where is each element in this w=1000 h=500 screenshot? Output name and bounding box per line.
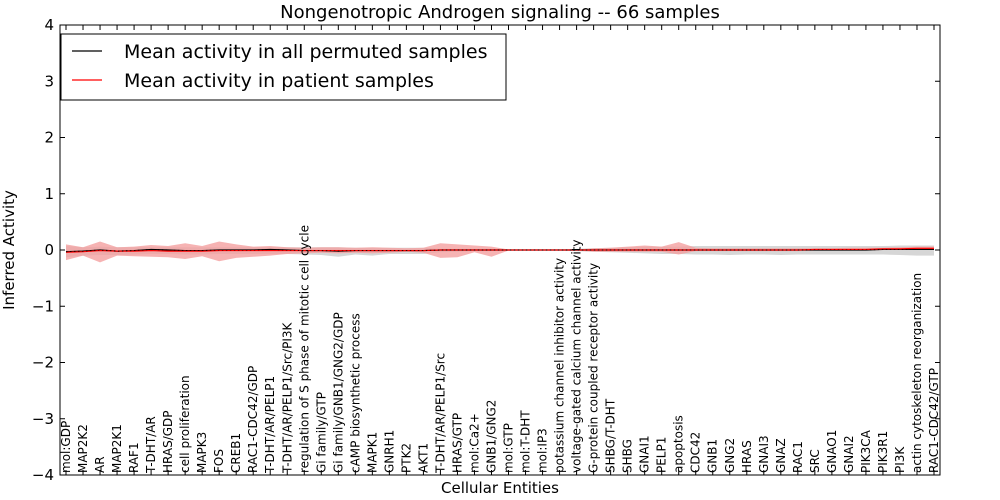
x-category-label: mol:IP3 [536,428,550,473]
x-category-label: mol:GTP [502,423,516,473]
x-category-label: actin cytoskeleton reorganization [910,273,924,473]
x-category-label: GNAZ [774,438,788,473]
x-category-label: PIK3CA [859,429,873,473]
y-tick-label: 1 [44,185,54,203]
x-category-label: PELP1 [655,437,669,473]
x-category-label: SRC [808,449,822,473]
x-category-label: PTK2 [399,443,413,473]
y-tick-label: 0 [44,241,54,259]
x-category-label: MAP2K2 [76,424,90,473]
y-tick-label: 2 [44,129,54,147]
x-category-label: Gi family/GNB1/GNG2/GDP [331,312,345,473]
legend-box [60,33,507,101]
x-category-label: potassium channel inhibitor activity [553,258,567,473]
x-axis-label: Cellular Entities [441,479,559,497]
y-tick-label: −3 [32,410,54,428]
x-category-label: GNAI3 [757,435,771,473]
x-category-label: AR [93,456,107,473]
x-category-label: RAC1-CDC42/GDP [246,366,260,473]
x-category-label: mol:GDP [59,421,73,473]
x-category-label: RAF1 [127,442,141,473]
series-lines [65,247,934,253]
y-tick-label: 4 [44,16,54,34]
x-category-label: mol:T-DHT [519,410,533,473]
x-category-label: G-protein coupled receptor activity [587,263,601,473]
x-category-label: mol:Ca2+ [467,413,481,473]
x-category-label: apoptosis [672,415,686,473]
x-category-label: voltage-gated calcium channel activity [570,239,584,473]
x-category-label: PIK3R1 [876,431,890,473]
x-category-label: Gi family/GTP [314,392,328,473]
line-permuted-dotted [65,248,934,253]
x-category-label: FOS [212,449,226,473]
confidence-bands [66,241,934,263]
x-category-label: AKT1 [416,443,430,473]
x-category-label: cAMP biosynthetic process [348,313,362,473]
x-category-label: HRAS/GDP [161,410,175,473]
x-category-label: GNB1/GNG2 [484,400,498,473]
legend-label-patient: Mean activity in patient samples [124,70,434,92]
chart-title: Nongenotropic Androgen signaling -- 66 s… [280,2,720,23]
x-category-label: T-DHT/AR/PELP1/Src/PI3K [280,321,294,474]
legend-label-permuted: Mean activity in all permuted samples [124,41,487,63]
x-category-label: CDC42 [689,432,703,473]
x-category-label: SHBG/T-DHT [604,398,618,473]
x-axis-ticks: mol:GDP MAP2K2 AR MAP2K1 RAF1 T-DHT/AR HRAS/GD… [59,25,941,475]
x-category-label: GNB1 [706,439,720,473]
x-category-label: MAP2K1 [110,424,124,473]
x-category-label: CREB1 [229,433,243,473]
x-category-label: GNAI1 [638,435,652,473]
x-category-label: T-DHT/AR/PELP1 [263,376,277,474]
x-category-label: MAPK3 [195,432,209,473]
line-patient [65,247,934,253]
legend: Mean activity in all permuted samples Me… [60,33,507,101]
x-category-label: cell proliferation [178,375,192,473]
x-category-label: GNRH1 [382,430,396,473]
plot-frame [59,24,941,476]
band-patient [66,241,934,263]
x-category-label: GNAO1 [825,430,839,473]
x-category-label: HRAS/GTP [450,413,464,473]
y-axis-label: Inferred Activity [0,190,18,310]
x-category-label: HRAS [740,440,754,473]
y-tick-label: 3 [44,72,54,90]
x-category-label: RAC1 [791,441,805,473]
x-category-label: T-DHT/AR [144,416,158,474]
x-category-label: PI3K [893,446,907,473]
x-category-label: GNG2 [723,438,737,473]
y-tick-label: −2 [32,354,54,372]
y-tick-label: −4 [32,466,54,484]
y-axis-ticks: −4 −3 −2 −1 0 1 2 3 4 [32,16,940,484]
x-category-label: MAPK1 [365,432,379,473]
x-category-label: GNAI2 [842,435,856,473]
y-tick-label: −1 [32,297,54,315]
x-category-label: RAC1-CDC42/GTP [927,368,941,473]
x-category-label: regulation of S phase of mitotic cell cy… [297,225,311,473]
x-category-label: SHBG [621,439,635,473]
x-category-label: T-DHT/AR/PELP1/Src [433,353,447,474]
